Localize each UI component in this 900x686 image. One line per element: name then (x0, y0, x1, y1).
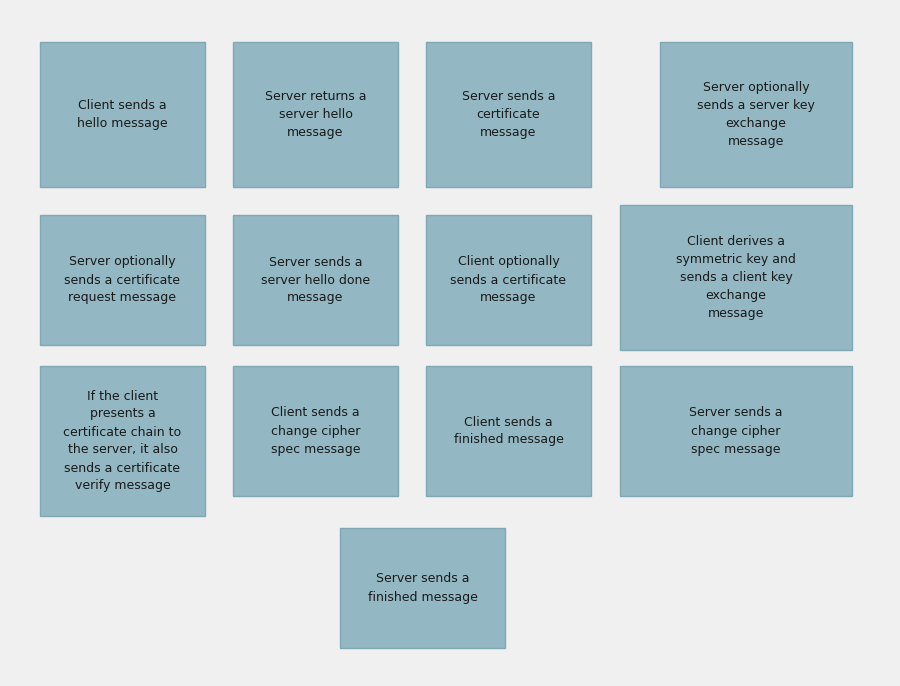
Text: Server optionally
sends a server key
exchange
message: Server optionally sends a server key exc… (698, 81, 814, 148)
Text: Client sends a
finished message: Client sends a finished message (454, 416, 563, 447)
FancyBboxPatch shape (426, 366, 591, 496)
Text: Client derives a
symmetric key and
sends a client key
exchange
message: Client derives a symmetric key and sends… (676, 235, 796, 320)
FancyBboxPatch shape (40, 42, 205, 187)
FancyBboxPatch shape (233, 215, 398, 345)
FancyBboxPatch shape (620, 205, 852, 350)
Text: Client sends a
hello message: Client sends a hello message (77, 99, 167, 130)
FancyBboxPatch shape (426, 42, 591, 187)
FancyBboxPatch shape (340, 528, 505, 648)
FancyBboxPatch shape (40, 366, 205, 516)
FancyBboxPatch shape (40, 215, 205, 345)
Text: Server sends a
certificate
message: Server sends a certificate message (462, 90, 555, 139)
FancyBboxPatch shape (620, 366, 852, 496)
Text: Server returns a
server hello
message: Server returns a server hello message (265, 90, 366, 139)
Text: Server sends a
change cipher
spec message: Server sends a change cipher spec messag… (689, 407, 783, 456)
Text: Server optionally
sends a certificate
request message: Server optionally sends a certificate re… (65, 255, 181, 305)
Text: If the client
presents a
certificate chain to
the server, it also
sends a certif: If the client presents a certificate cha… (63, 390, 182, 493)
FancyBboxPatch shape (233, 42, 398, 187)
Text: Server sends a
server hello done
message: Server sends a server hello done message (261, 255, 370, 305)
Text: Client sends a
change cipher
spec message: Client sends a change cipher spec messag… (271, 407, 360, 456)
FancyBboxPatch shape (426, 215, 591, 345)
FancyBboxPatch shape (233, 366, 398, 496)
Text: Client optionally
sends a certificate
message: Client optionally sends a certificate me… (451, 255, 566, 305)
FancyBboxPatch shape (660, 42, 852, 187)
Text: Server sends a
finished message: Server sends a finished message (367, 573, 477, 604)
